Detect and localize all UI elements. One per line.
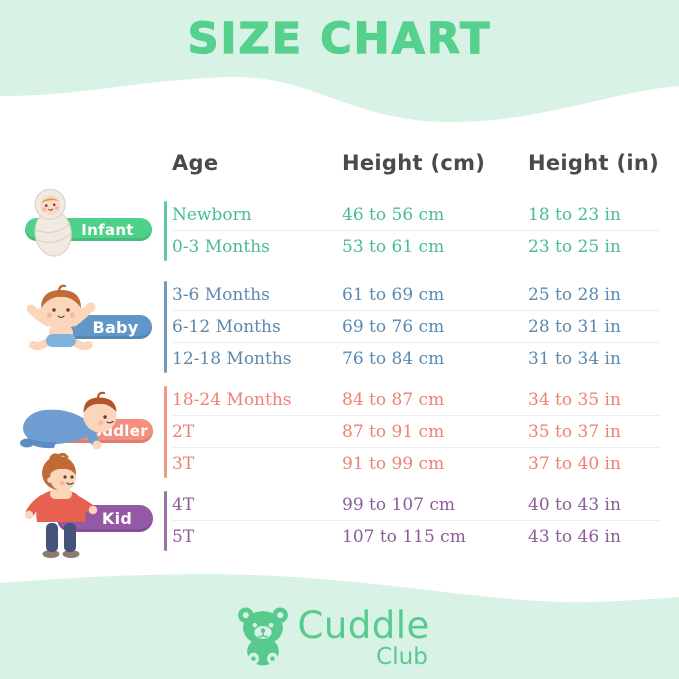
group-accent-bar (164, 201, 167, 261)
table-row: 6-12 Months 69 to 76 cm 28 to 31 in (172, 311, 660, 343)
table-header: Age Height (cm) Height (in) (172, 148, 660, 178)
group-rows: 18-24 Months 84 to 87 cm 34 to 35 in 2T … (172, 384, 660, 480)
height-cm-cell: 99 to 107 cm (342, 494, 455, 515)
age-cell: 3-6 Months (172, 284, 270, 305)
height-in-cell: 43 to 46 in (528, 527, 621, 547)
brand-logo: Cuddle Club (233, 605, 429, 671)
height-cm-cell: 53 to 61 cm (342, 237, 445, 257)
column-header-age: Age (172, 151, 219, 175)
height-cm-cell: 91 to 99 cm (342, 454, 445, 474)
height-cm-cell: 76 to 84 cm (342, 349, 445, 369)
brand-name: Cuddle (297, 604, 430, 647)
height-in-cell: 37 to 40 in (528, 454, 621, 474)
group-toddler: 18-24 Months 84 to 87 cm 34 to 35 in 2T … (0, 384, 679, 480)
age-cell: 2T (172, 421, 195, 442)
sitting-baby-icon (15, 283, 107, 359)
group-rows: 4T 99 to 107 cm 40 to 43 in 5T 107 to 11… (172, 489, 660, 553)
height-in-cell: 18 to 23 in (528, 204, 621, 225)
group-rows: 3-6 Months 61 to 69 cm 25 to 28 in 6-12 … (172, 279, 660, 375)
height-in-cell: 40 to 43 in (528, 494, 621, 515)
table-row: Newborn 46 to 56 cm 18 to 23 in (172, 199, 660, 231)
height-cm-cell: 84 to 87 cm (342, 389, 445, 410)
teddy-bear-icon (233, 605, 291, 671)
page-title: SIZE CHART (187, 13, 492, 64)
swaddled-baby-icon (22, 186, 84, 258)
age-cell: Newborn (172, 204, 252, 225)
height-in-cell: 23 to 25 in (528, 237, 621, 257)
table-row: 4T 99 to 107 cm 40 to 43 in (172, 489, 660, 521)
kid-badge-label: Kid (101, 509, 133, 528)
height-in-cell: 28 to 31 in (528, 316, 621, 337)
group-infant: Newborn 46 to 56 cm 18 to 23 in 0-3 Mont… (0, 199, 679, 263)
column-header-height-cm: Height (cm) (342, 151, 486, 175)
age-cell: 0-3 Months (172, 237, 270, 257)
standing-kid-icon (21, 453, 103, 559)
age-cell: 6-12 Months (172, 316, 281, 337)
age-cell: 12-18 Months (172, 349, 292, 369)
table-row: 5T 107 to 115 cm 43 to 46 in (172, 521, 660, 553)
height-in-cell: 31 to 34 in (528, 349, 621, 369)
group-baby: 3-6 Months 61 to 69 cm 25 to 28 in 6-12 … (0, 279, 679, 375)
height-cm-cell: 69 to 76 cm (342, 316, 445, 337)
group-kid: 4T 99 to 107 cm 40 to 43 in 5T 107 to 11… (0, 489, 679, 553)
height-in-cell: 34 to 35 in (528, 389, 621, 410)
age-cell: 18-24 Months (172, 389, 292, 410)
table-row: 0-3 Months 53 to 61 cm 23 to 25 in (172, 231, 660, 263)
height-in-cell: 25 to 28 in (528, 284, 621, 305)
brand-logo-text: Cuddle Club (297, 607, 429, 669)
brand-subname: Club (376, 644, 428, 670)
table-row: 12-18 Months 76 to 84 cm 31 to 34 in (172, 343, 660, 375)
group-accent-bar (164, 386, 167, 478)
crawling-toddler-icon (12, 390, 124, 452)
table-row: 3-6 Months 61 to 69 cm 25 to 28 in (172, 279, 660, 311)
age-cell: 4T (172, 494, 195, 515)
height-cm-cell: 87 to 91 cm (342, 421, 445, 442)
infant-badge-label: Infant (81, 220, 134, 239)
column-header-height-in: Height (in) (528, 151, 659, 175)
height-in-cell: 35 to 37 in (528, 421, 621, 442)
age-cell: 3T (172, 454, 195, 474)
age-cell: 5T (172, 527, 195, 547)
group-rows: Newborn 46 to 56 cm 18 to 23 in 0-3 Mont… (172, 199, 660, 263)
height-cm-cell: 46 to 56 cm (342, 204, 445, 225)
table-row: 3T 91 to 99 cm 37 to 40 in (172, 448, 660, 480)
table-row: 18-24 Months 84 to 87 cm 34 to 35 in (172, 384, 660, 416)
baby-badge-label: Baby (92, 317, 139, 337)
height-cm-cell: 107 to 115 cm (342, 527, 466, 547)
height-cm-cell: 61 to 69 cm (342, 284, 445, 305)
table-row: 2T 87 to 91 cm 35 to 37 in (172, 416, 660, 448)
group-accent-bar (164, 281, 167, 373)
group-accent-bar (164, 491, 167, 551)
